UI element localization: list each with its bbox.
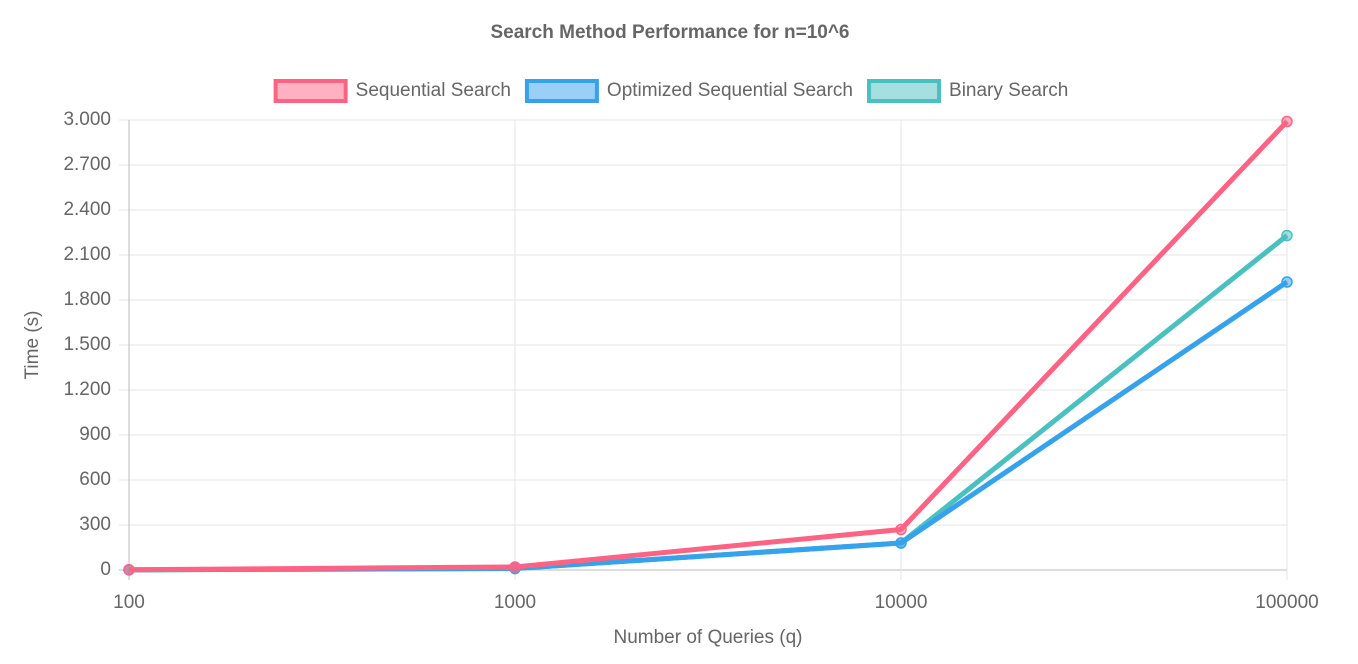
legend-swatch (867, 79, 942, 103)
y-axis-label: Time (s) (22, 311, 43, 380)
data-point (895, 537, 907, 549)
legend-label: Sequential Search (356, 80, 511, 101)
x-tick-label: 100000 (1255, 592, 1318, 613)
y-tick-label: 0 (100, 559, 111, 580)
data-point (1281, 115, 1293, 128)
series-line (128, 233, 1289, 573)
legend-swatch (273, 79, 348, 103)
legend-label: Binary Search (949, 80, 1068, 101)
x-tick-label: 100 (113, 592, 145, 613)
series-line (128, 119, 1289, 573)
y-tick-label: 3.000 (63, 109, 111, 130)
y-tick-label: 2.100 (63, 244, 111, 265)
x-axis-label: Number of Queries (q) (613, 627, 802, 648)
x-tick-label: 1000 (494, 592, 536, 613)
data-point (1281, 276, 1293, 288)
y-tick-label: 600 (79, 469, 111, 490)
y-tick-label: 1.800 (63, 289, 111, 310)
legend-label: Optimized Sequential Search (607, 80, 853, 101)
series-line (128, 279, 1289, 573)
chart-title: Search Method Performance for n=10^6 (490, 22, 849, 43)
y-tick-label: 1.500 (63, 334, 111, 355)
data-point (123, 563, 135, 576)
data-point (1281, 229, 1293, 242)
data-point (895, 523, 907, 536)
y-tick-label: 2.400 (63, 199, 111, 220)
data-point (509, 561, 521, 573)
y-tick-label: 1.200 (63, 379, 111, 400)
legend-swatch (524, 79, 599, 103)
y-tick-label: 300 (79, 514, 111, 535)
x-tick-label: 10000 (875, 592, 928, 613)
y-tick-label: 2.700 (63, 154, 111, 175)
y-tick-label: 900 (79, 424, 111, 445)
